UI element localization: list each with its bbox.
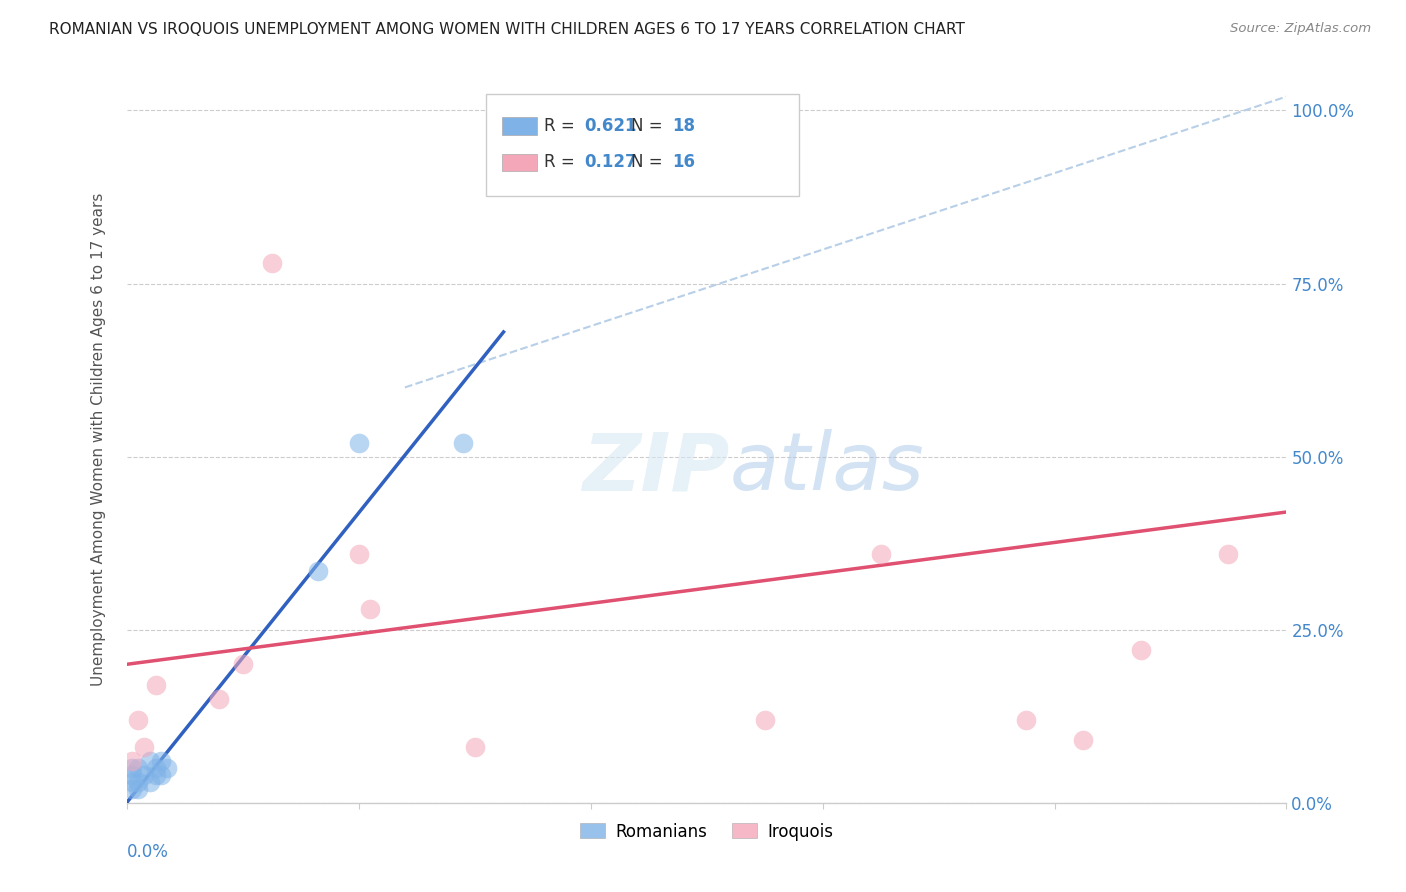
- Text: ZIP: ZIP: [582, 429, 730, 508]
- Point: [145, 678, 167, 692]
- Point: [145, 761, 167, 775]
- Point: [127, 781, 149, 796]
- Text: R =: R =: [544, 117, 581, 135]
- FancyBboxPatch shape: [502, 153, 537, 171]
- Point: [121, 754, 143, 768]
- Text: N =: N =: [631, 117, 668, 135]
- Point: [121, 781, 143, 796]
- Y-axis label: Unemployment Among Women with Children Ages 6 to 17 years: Unemployment Among Women with Children A…: [91, 193, 105, 686]
- Text: R =: R =: [544, 153, 581, 171]
- Point: [208, 692, 231, 706]
- FancyBboxPatch shape: [486, 94, 799, 195]
- Point: [754, 713, 776, 727]
- Point: [260, 256, 283, 270]
- Point: [347, 435, 370, 450]
- Point: [1014, 713, 1036, 727]
- Point: [869, 547, 891, 561]
- Text: ROMANIAN VS IROQUOIS UNEMPLOYMENT AMONG WOMEN WITH CHILDREN AGES 6 TO 17 YEARS C: ROMANIAN VS IROQUOIS UNEMPLOYMENT AMONG …: [49, 22, 965, 37]
- Text: Source: ZipAtlas.com: Source: ZipAtlas.com: [1230, 22, 1371, 36]
- Point: [138, 754, 162, 768]
- Point: [150, 768, 173, 782]
- Text: atlas: atlas: [730, 429, 925, 508]
- Point: [121, 775, 143, 789]
- Point: [307, 564, 329, 578]
- Point: [451, 435, 474, 450]
- Point: [121, 768, 143, 782]
- Point: [464, 740, 486, 755]
- Point: [156, 761, 179, 775]
- Point: [231, 657, 254, 672]
- Point: [145, 768, 167, 782]
- Text: 18: 18: [672, 117, 695, 135]
- Point: [1130, 643, 1153, 657]
- Point: [132, 740, 155, 755]
- Point: [150, 754, 173, 768]
- Point: [127, 761, 149, 775]
- Point: [127, 713, 149, 727]
- Point: [138, 775, 162, 789]
- Point: [1073, 733, 1095, 747]
- Text: 0.127: 0.127: [585, 153, 637, 171]
- Point: [359, 602, 381, 616]
- Text: N =: N =: [631, 153, 668, 171]
- Point: [132, 768, 155, 782]
- Legend: Romanians, Iroquois: Romanians, Iroquois: [572, 814, 841, 849]
- Point: [127, 775, 149, 789]
- Text: 0.0%: 0.0%: [127, 843, 169, 861]
- Point: [347, 547, 370, 561]
- Text: 16: 16: [672, 153, 695, 171]
- Point: [121, 761, 143, 775]
- Point: [1218, 547, 1240, 561]
- FancyBboxPatch shape: [502, 117, 537, 135]
- Text: 0.621: 0.621: [585, 117, 637, 135]
